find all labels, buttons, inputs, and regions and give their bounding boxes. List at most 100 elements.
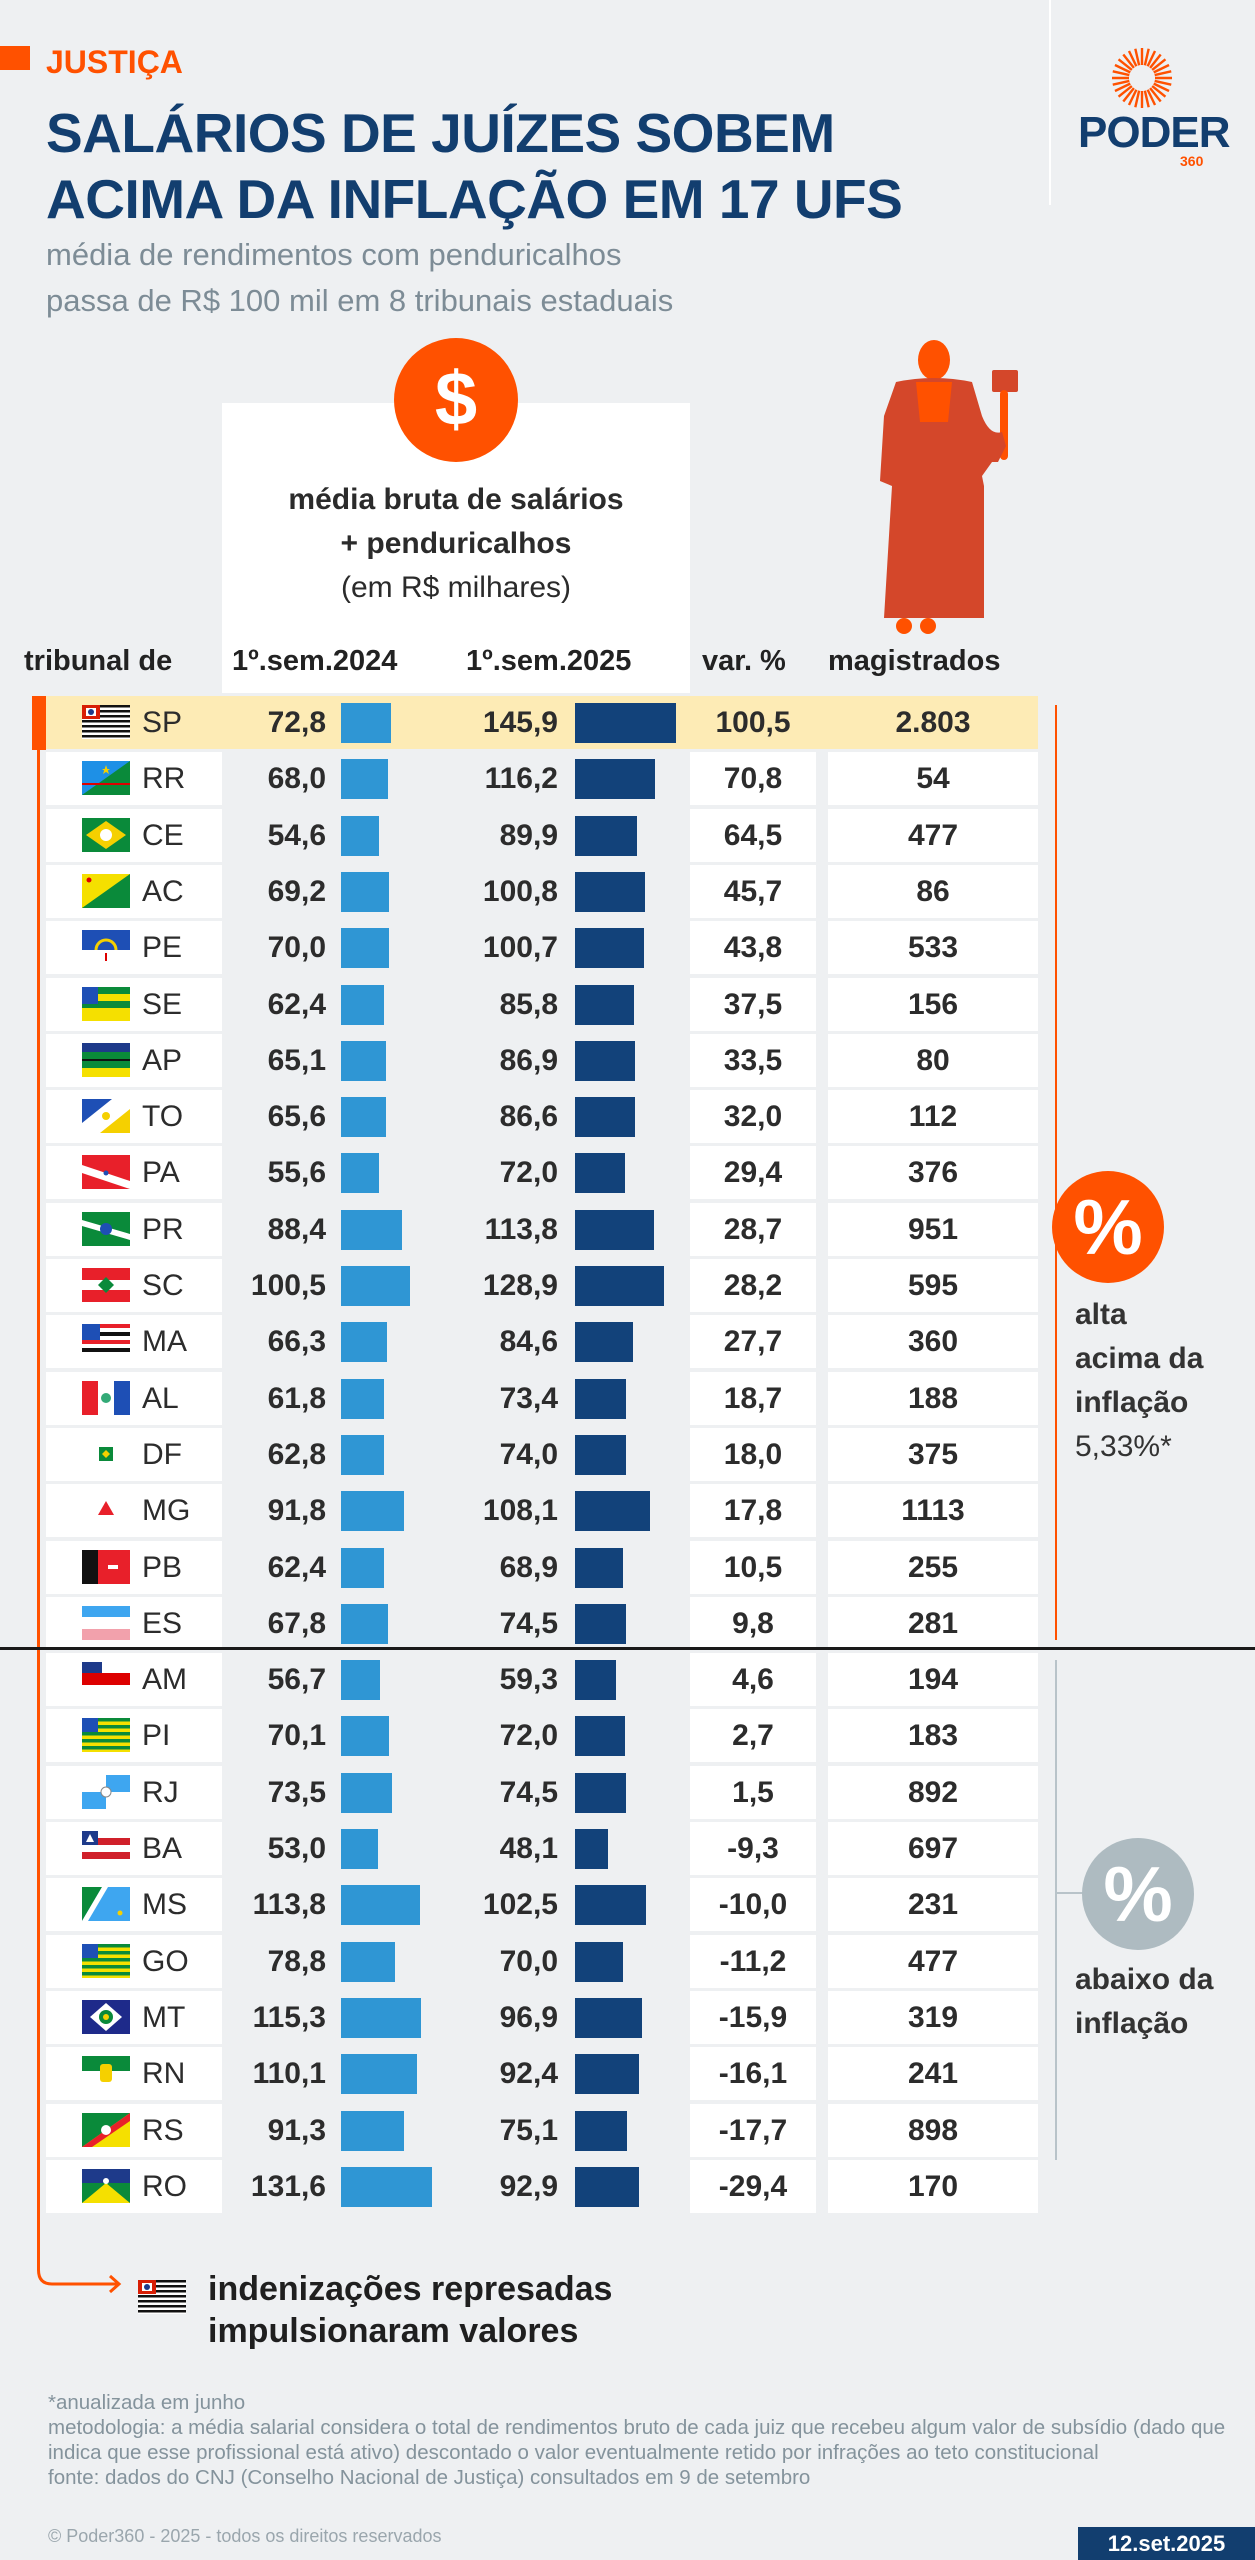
table-row-pb: PB 62,4 68,9 10,5 255 [46,1540,1038,1594]
value-2025: 92,9 [499,2169,558,2203]
magistrados-cell [828,977,1038,1031]
magistrados-count: 86 [916,874,950,908]
state-flag-icon [82,1380,130,1415]
logo-name: PODER [1078,108,1230,157]
state-cell [46,752,222,806]
bar-2024 [341,759,388,800]
variation-percent: 27,7 [723,1325,783,1359]
bar-2025 [575,1209,654,1250]
bar-2025 [575,1266,664,1306]
bar-2024 [341,2166,432,2207]
state-flag-icon [82,930,130,965]
bar-2025 [575,1491,650,1532]
sun-ray [1146,89,1157,106]
table-row-pe: PE 70,0 100,7 43,8 533 [46,921,1038,975]
state-code: PB [142,1550,183,1584]
value-2025: 75,1 [499,2113,558,2147]
label-line: alta [1075,1298,1127,1331]
bar-2025 [575,1829,609,1869]
state-code: MS [142,1888,187,1922]
bar-2025 [575,1716,625,1757]
above-inflation-bracket [1055,705,1057,1640]
title-line: ACIMA DA INFLAÇÃO EM 17 UFS [46,168,903,230]
sun-ray [1143,90,1150,108]
sun-ray [1154,79,1172,86]
magistrados-count: 231 [907,1888,959,1922]
magistrados-cell [828,1259,1038,1312]
state-code: ES [142,1606,183,1640]
bar-2024 [341,1209,402,1250]
var-cell [690,1484,816,1538]
value-2025: 73,4 [499,1381,558,1415]
column-header-var: var. % [702,645,786,677]
judge-icon [880,340,1018,634]
value-2025: 100,7 [482,931,558,965]
state-flag-icon [82,1605,130,1640]
bar-2024 [341,1829,378,1869]
state-flag-icon [82,1774,130,1809]
sun-ray [1149,53,1162,69]
label-line: acima da [1075,1342,1204,1375]
bar-2025 [575,984,635,1025]
bracket-tick [1057,1892,1085,1894]
bar-2025 [575,1660,616,1701]
table-row-ba: BA 53,0 48,1 -9,3 697 [46,1822,1038,1875]
magistrados-cell [828,1202,1038,1256]
var-cell [690,696,816,749]
bar-2024 [341,1997,421,2038]
variation-percent: -16,1 [718,2057,788,2091]
value-2024: 70,0 [267,931,326,965]
table-row-go: GO 78,8 70,0 -11,2 477 [46,1934,1038,1988]
state-cell [46,1146,222,1200]
variation-percent: 1,5 [732,1775,774,1809]
magistrados-cell [828,1990,1038,2044]
magistrados-cell [828,1653,1038,1707]
state-flag-icon [82,2168,130,2203]
variation-percent: -10,0 [718,1888,788,1922]
table-row-sc: SC 100,5 128,9 28,2 595 [46,1259,1038,1312]
magistrados-cell [828,1371,1038,1425]
state-flag-icon [82,761,130,796]
value-2025: 85,8 [499,987,558,1021]
state-code: RO [142,2169,187,2203]
note-line: indenizações represadas [208,2270,613,2308]
table-row-rn: RN 110,1 92,4 -16,1 241 [46,2047,1038,2101]
value-2024: 62,4 [267,987,326,1021]
state-flag-icon [82,2056,130,2091]
state-flag-icon [82,2112,130,2147]
sun-ray [1153,63,1170,74]
below-inflation-bracket [1055,1660,1057,2160]
state-flag-icon [82,1155,130,1190]
magistrados-cell [828,2047,1038,2101]
state-code: RJ [142,1775,179,1809]
bar-2025 [575,1997,642,2038]
bar-2025 [575,1772,627,1813]
state-cell [46,1596,222,1650]
magistrados-count: 241 [907,2057,959,2091]
table-row-mt: MT 115,3 96,9 -15,9 319 [46,1990,1038,2044]
magistrados-count: 477 [907,818,959,852]
sp-flag-icon [138,2280,186,2314]
state-flag-icon [82,705,130,739]
value-2024: 78,8 [267,1944,326,1978]
magistrados-count: 194 [907,1663,959,1697]
sun-ray [1127,89,1138,106]
column-header-2024: 1º.sem.2024 [232,645,398,677]
variation-percent: -29,4 [718,2169,788,2203]
sun-ray [1146,50,1157,67]
sun-ray [1151,85,1167,98]
bar-2025 [575,871,645,912]
state-cell [46,1090,222,1144]
note-line: impulsionaram valores [208,2312,579,2350]
state-cell [46,1484,222,1538]
table-row-ac: AC 69,2 100,8 45,7 86 [46,864,1038,918]
sun-ray [1153,82,1170,93]
value-2025: 86,6 [499,1100,558,1134]
bar-2024 [341,1547,385,1588]
arrow-icon [37,2240,122,2294]
publish-date: 12.set.2025 [1078,2527,1255,2560]
table-row-al: AL 61,8 73,4 18,7 188 [46,1371,1038,1425]
magistrados-cell [828,1484,1038,1538]
state-code: MT [142,2000,186,2034]
magistrados-cell [828,1878,1038,1932]
